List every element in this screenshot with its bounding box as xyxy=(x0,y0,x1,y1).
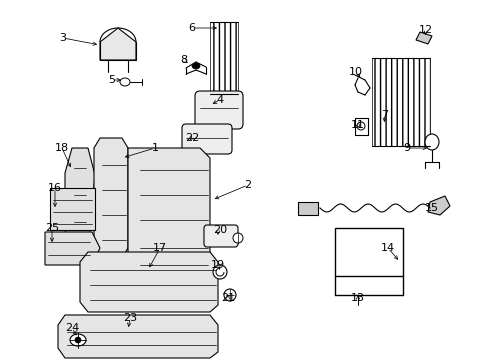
Text: 4: 4 xyxy=(216,95,223,105)
Text: 15: 15 xyxy=(424,203,438,213)
Ellipse shape xyxy=(70,334,86,346)
Polygon shape xyxy=(128,148,209,278)
FancyBboxPatch shape xyxy=(203,225,238,247)
FancyBboxPatch shape xyxy=(195,91,243,129)
FancyBboxPatch shape xyxy=(182,124,231,154)
Text: 6: 6 xyxy=(188,23,195,33)
Ellipse shape xyxy=(224,289,236,301)
Ellipse shape xyxy=(192,63,200,69)
Text: 3: 3 xyxy=(60,33,66,43)
Ellipse shape xyxy=(120,78,130,86)
Text: 11: 11 xyxy=(350,120,364,130)
Bar xyxy=(371,58,429,146)
Text: 14: 14 xyxy=(380,243,394,253)
Text: 9: 9 xyxy=(403,143,410,153)
Ellipse shape xyxy=(213,265,226,279)
Text: 25: 25 xyxy=(45,223,59,233)
Polygon shape xyxy=(427,196,449,215)
Ellipse shape xyxy=(232,233,243,243)
Text: 24: 24 xyxy=(65,323,79,333)
Text: 8: 8 xyxy=(180,55,187,65)
Bar xyxy=(334,228,402,276)
Text: 13: 13 xyxy=(350,293,364,303)
Text: 23: 23 xyxy=(122,313,137,323)
Text: 12: 12 xyxy=(418,25,432,35)
Polygon shape xyxy=(58,315,218,358)
Text: 20: 20 xyxy=(212,225,226,235)
Ellipse shape xyxy=(356,122,364,130)
Text: 2: 2 xyxy=(244,180,251,190)
Text: 7: 7 xyxy=(381,110,388,120)
Text: 10: 10 xyxy=(348,67,362,77)
Text: 1: 1 xyxy=(151,143,158,153)
Polygon shape xyxy=(297,202,317,215)
Polygon shape xyxy=(65,148,95,255)
Text: 22: 22 xyxy=(184,133,199,143)
Bar xyxy=(209,22,238,94)
Text: 18: 18 xyxy=(55,143,69,153)
Polygon shape xyxy=(45,232,100,265)
Text: 21: 21 xyxy=(221,293,235,303)
Text: 5: 5 xyxy=(108,75,115,85)
Ellipse shape xyxy=(424,134,438,150)
Text: 19: 19 xyxy=(210,260,224,270)
Polygon shape xyxy=(94,138,128,258)
Text: 16: 16 xyxy=(48,183,62,193)
Polygon shape xyxy=(100,28,136,60)
Polygon shape xyxy=(80,252,218,312)
Ellipse shape xyxy=(75,337,81,343)
Polygon shape xyxy=(50,188,95,230)
Polygon shape xyxy=(415,32,431,44)
Text: 17: 17 xyxy=(153,243,167,253)
